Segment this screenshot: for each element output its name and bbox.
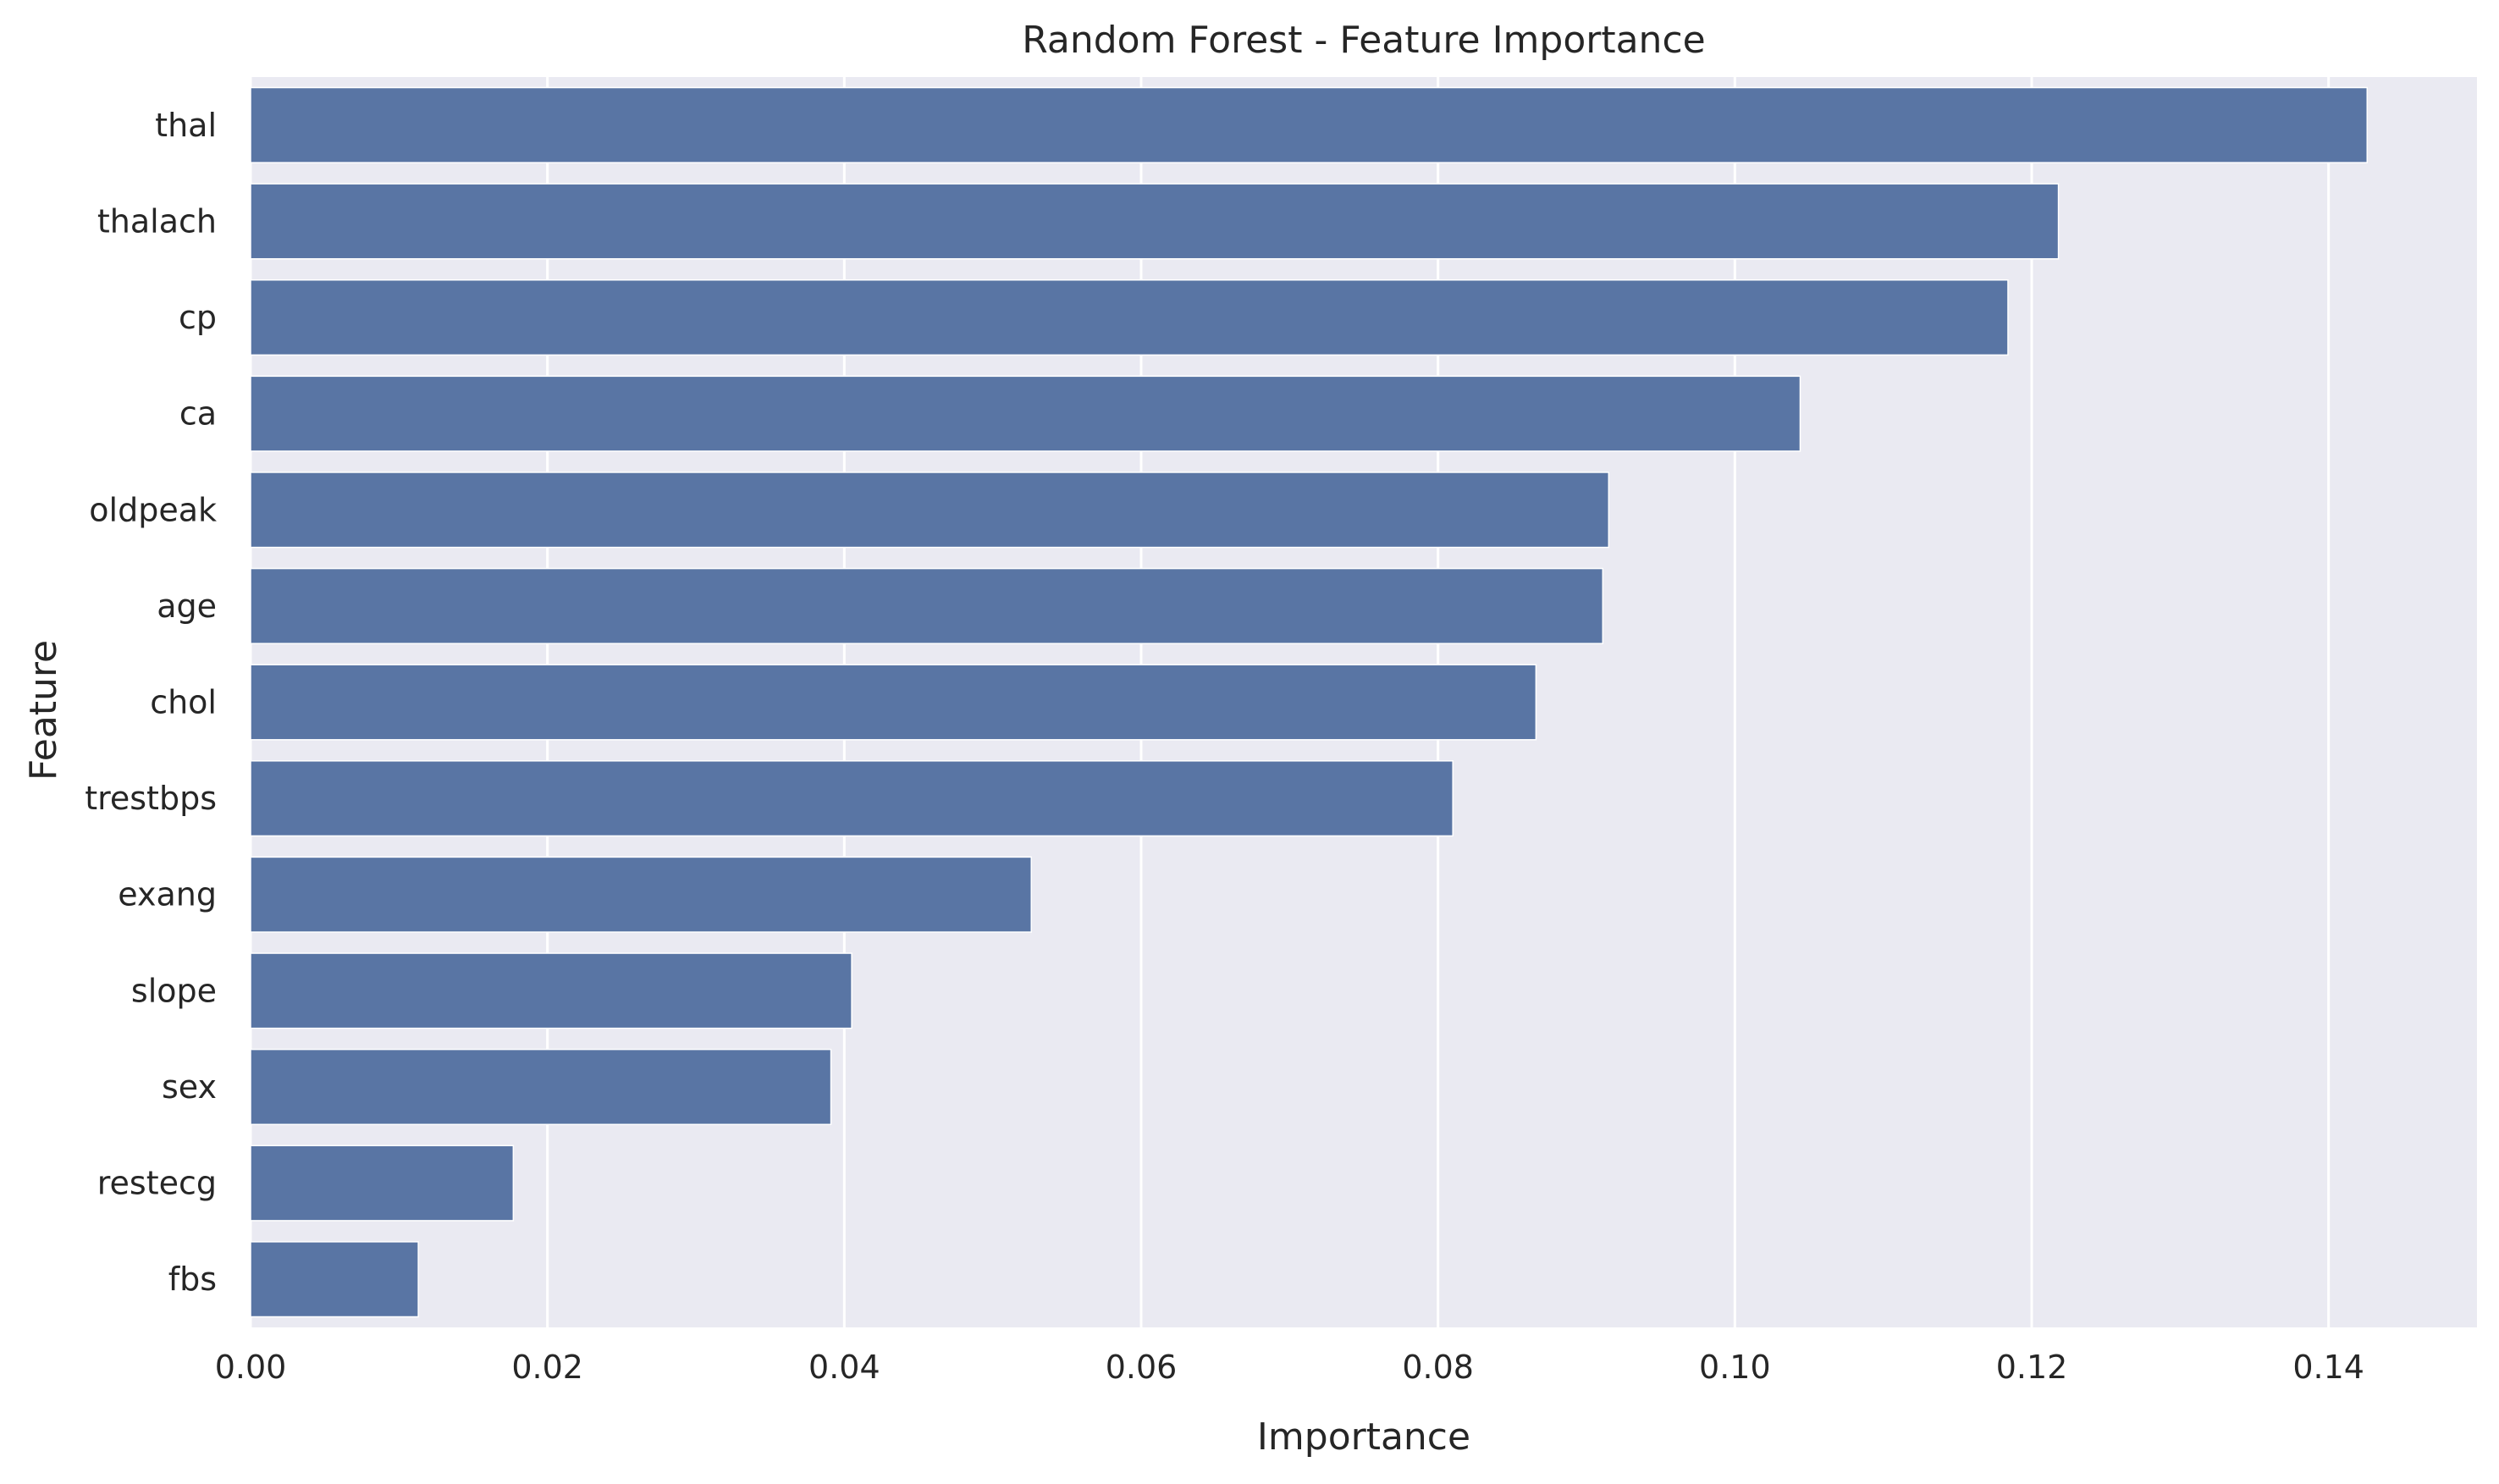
x-tick-label: 0.06 bbox=[1106, 1349, 1178, 1386]
y-tick-label-ca: ca bbox=[179, 395, 217, 433]
y-tick-label-sex: sex bbox=[162, 1068, 217, 1106]
x-tick-label: 0.00 bbox=[215, 1349, 287, 1386]
bar-restecg bbox=[250, 1145, 515, 1222]
x-tick-labels: 0.00 0.02 0.04 0.06 0.08 0.10 0.12 0.14 bbox=[215, 1349, 2364, 1386]
bar-chol bbox=[250, 664, 1537, 741]
y-tick-label-cp: cp bbox=[179, 299, 217, 336]
bars bbox=[250, 86, 2369, 1318]
y-tick-labels: thal thalach cp ca oldpeak age chol trestbps exa… bbox=[85, 107, 217, 1298]
y-tick-label-restecg: restecg bbox=[97, 1165, 217, 1202]
bar-fbs bbox=[250, 1241, 419, 1318]
bar-oldpeak bbox=[250, 472, 1610, 549]
bar-ca bbox=[250, 375, 1801, 452]
y-tick-label-chol: chol bbox=[150, 684, 217, 721]
y-tick-label-fbs: fbs bbox=[168, 1261, 217, 1298]
x-tick-label: 0.02 bbox=[511, 1349, 583, 1386]
bar-cp bbox=[250, 279, 2009, 356]
bar-trestbps bbox=[250, 760, 1454, 837]
bar-exang bbox=[250, 856, 1033, 933]
x-tick-label: 0.10 bbox=[1699, 1349, 1771, 1386]
x-axis-label: Importance bbox=[1257, 1415, 1470, 1459]
y-tick-label-exang: exang bbox=[118, 876, 217, 913]
bar-thalach bbox=[250, 183, 2060, 260]
bar-slope bbox=[250, 952, 852, 1029]
bar-thal bbox=[250, 86, 2369, 163]
y-tick-label-oldpeak: oldpeak bbox=[89, 491, 217, 528]
chart-title: Random Forest - Feature Importance bbox=[1022, 19, 1705, 62]
x-tick-label: 0.08 bbox=[1402, 1349, 1474, 1386]
y-tick-label-age: age bbox=[157, 588, 217, 625]
y-tick-label-slope: slope bbox=[131, 972, 217, 1009]
bar-sex bbox=[250, 1048, 832, 1126]
y-tick-label-thal: thal bbox=[155, 107, 217, 144]
x-tick-label: 0.04 bbox=[808, 1349, 880, 1386]
y-tick-label-thalach: thalach bbox=[97, 202, 217, 240]
y-axis-label: Feature bbox=[22, 640, 65, 781]
x-tick-label: 0.14 bbox=[2292, 1349, 2364, 1386]
y-tick-label-trestbps: trestbps bbox=[85, 780, 217, 817]
x-tick-label: 0.12 bbox=[1996, 1349, 2068, 1386]
bar-age bbox=[250, 567, 1604, 644]
